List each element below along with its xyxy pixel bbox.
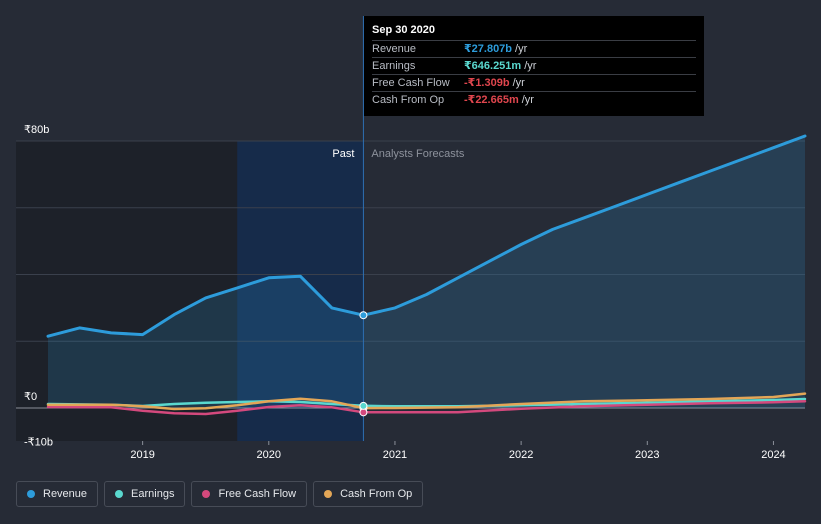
legend-label: Free Cash Flow — [218, 488, 297, 500]
x-tick-label: 2023 — [635, 449, 659, 461]
highlight-markers — [359, 311, 368, 417]
tooltip-row-cash-from-op: Cash From Op -₹22.665m /yr — [372, 91, 696, 108]
cash-from-op-line — [46, 392, 807, 411]
tooltip-label: Free Cash Flow — [372, 77, 450, 89]
free-cash-flow-marker — [359, 408, 368, 417]
series-areas — [48, 136, 805, 408]
revenue-marker — [359, 311, 368, 320]
tooltip-label: Revenue — [372, 43, 417, 55]
tooltip-row-earnings: Earnings ₹646.251m /yr — [372, 57, 696, 74]
tooltip-value: ₹646.251m — [464, 60, 522, 72]
series-lines — [46, 134, 807, 416]
y-tick-label: ₹80b — [24, 124, 49, 136]
y-axis-labels: ₹80b ₹0 -₹10b — [24, 124, 53, 448]
x-tick-label: 2022 — [509, 449, 533, 461]
legend-item-revenue[interactable]: Revenue — [16, 481, 99, 507]
forecast-label: Analysts Forecasts — [371, 148, 464, 160]
legend-item-free-cash-flow[interactable]: Free Cash Flow — [191, 481, 308, 507]
tooltip-unit: /yr — [512, 77, 525, 89]
legend-dot-icon — [115, 490, 124, 498]
earnings-marker — [359, 401, 368, 410]
tooltip-row-free-cash-flow: Free Cash Flow -₹1.309b /yr — [372, 74, 696, 91]
revenue-line — [46, 134, 807, 338]
legend-dot-icon — [202, 490, 211, 498]
tooltip: Sep 30 2020 Revenue ₹27.807b /yr Earning… — [364, 16, 704, 116]
tooltip-unit: /yr — [524, 60, 537, 72]
tooltip-label: Earnings — [372, 60, 416, 72]
tooltip-date: Sep 30 2020 — [372, 24, 435, 36]
y-tick-label: ₹0 — [24, 391, 37, 403]
tooltip-label: Cash From Op — [372, 94, 445, 106]
past-highlight-band — [237, 141, 364, 441]
x-tick-label: 2020 — [257, 449, 281, 461]
x-axis-labels: 2019 2020 2021 2022 2023 2024 — [130, 441, 786, 461]
legend-label: Earnings — [131, 488, 175, 500]
legend-dot-icon — [27, 490, 35, 498]
tooltip-value: -₹22.665m — [464, 94, 519, 106]
revenue-area — [48, 136, 805, 408]
gridlines — [16, 140, 805, 409]
tooltip-value: ₹27.807b — [464, 43, 513, 55]
legend: Revenue Earnings Free Cash Flow Cash Fro… — [16, 481, 424, 507]
legend-item-earnings[interactable]: Earnings — [104, 481, 186, 507]
legend-item-cash-from-op[interactable]: Cash From Op — [313, 481, 424, 507]
x-tick-label: 2021 — [383, 449, 407, 461]
tooltip-unit: /yr — [515, 43, 528, 55]
past-label: Past — [332, 148, 354, 160]
free-cash-flow-line — [46, 400, 807, 416]
legend-label: Cash From Op — [340, 488, 413, 500]
tooltip-unit: /yr — [521, 94, 534, 106]
legend-label: Revenue — [43, 488, 88, 500]
y-tick-label: -₹10b — [24, 436, 53, 448]
legend-dot-icon — [324, 490, 333, 498]
tooltip-value: -₹1.309b — [464, 77, 510, 89]
tooltip-row-revenue: Revenue ₹27.807b /yr — [372, 40, 696, 57]
x-tick-label: 2019 — [130, 449, 154, 461]
x-tick-label: 2024 — [761, 449, 785, 461]
